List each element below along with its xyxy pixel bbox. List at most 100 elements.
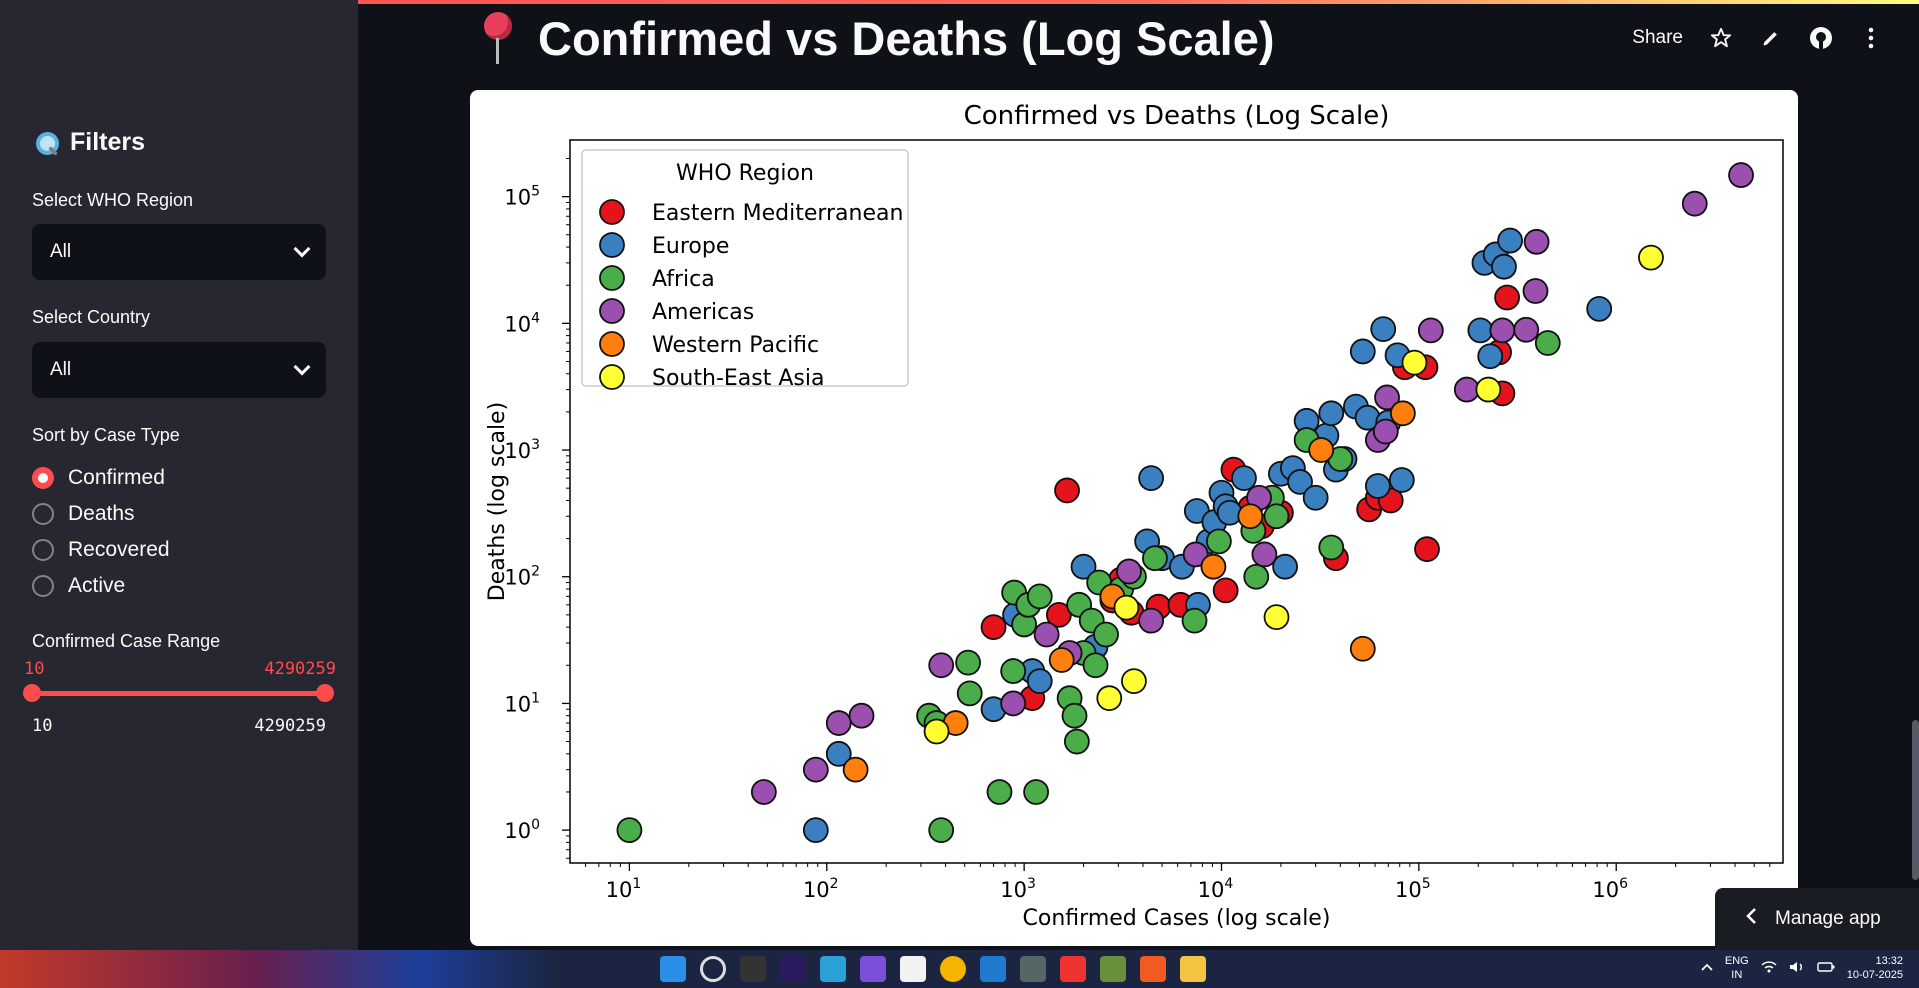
x-axis-label: Confirmed Cases (log scale) — [1023, 906, 1331, 931]
data-point — [1138, 465, 1165, 492]
copilot-icon[interactable] — [860, 956, 886, 982]
data-point — [750, 779, 777, 805]
page-title: Confirmed vs Deaths (Log Scale) — [538, 11, 1275, 65]
y-tick-label: 105 — [504, 184, 540, 210]
country-label: Select Country — [32, 307, 151, 327]
share-button[interactable]: Share — [1632, 27, 1683, 48]
data-point — [1523, 228, 1550, 255]
data-point — [1308, 437, 1335, 463]
y-tick-label: 101 — [504, 690, 540, 716]
data-point — [1467, 317, 1494, 344]
top-accent-bar — [0, 0, 1919, 4]
data-point — [802, 756, 829, 783]
range-label: Confirmed Case Range — [32, 631, 221, 651]
radio-active[interactable]: Active — [32, 574, 125, 598]
minecraft-icon[interactable] — [1100, 956, 1126, 982]
x-tick-label: 103 — [1000, 876, 1036, 902]
data-point — [1302, 484, 1329, 511]
data-point — [1033, 621, 1060, 648]
data-point — [848, 702, 875, 729]
data-point — [1374, 384, 1400, 411]
region-select-value: All — [50, 241, 72, 262]
header-actions: Share — [1632, 26, 1883, 50]
scrollbar[interactable] — [1912, 720, 1919, 880]
chevron-up-icon[interactable] — [1701, 962, 1713, 974]
data-point — [1513, 316, 1540, 343]
legend-entry: Africa — [652, 267, 715, 292]
clock[interactable]: 13:32 10-07-2025 — [1847, 954, 1903, 982]
data-point — [1494, 284, 1521, 311]
range-slider-track[interactable] — [32, 691, 326, 696]
data-point — [1243, 563, 1270, 590]
range-min: 10 — [32, 716, 53, 736]
github-icon[interactable] — [1809, 26, 1833, 50]
start-icon[interactable] — [660, 956, 686, 982]
range-selected-values: 10 4290259 — [24, 659, 336, 679]
monitor-icon[interactable] — [820, 956, 846, 982]
app-icon[interactable] — [1020, 956, 1046, 982]
vscode-icon[interactable] — [980, 956, 1006, 982]
y-tick-label: 104 — [504, 310, 540, 336]
data-point — [1491, 253, 1517, 280]
premiere-icon[interactable] — [780, 956, 806, 982]
battery-icon[interactable] — [1817, 961, 1835, 976]
document-icon[interactable] — [900, 956, 926, 982]
radio-confirmed[interactable]: Confirmed — [32, 466, 165, 490]
pencil-icon[interactable] — [1759, 26, 1783, 50]
legend-marker — [599, 199, 625, 225]
radio-deaths[interactable]: Deaths — [32, 502, 135, 526]
data-point — [1681, 190, 1708, 217]
range-low-value: 10 — [24, 659, 45, 679]
data-point — [1093, 621, 1119, 648]
chart-title: Confirmed vs Deaths (Log Scale) — [964, 101, 1390, 131]
lang-bottom: IN — [1731, 969, 1743, 981]
manage-app-button[interactable]: Manage app — [1715, 888, 1919, 950]
data-point — [1048, 647, 1075, 673]
data-point — [802, 817, 829, 844]
terminal-icon[interactable] — [740, 956, 766, 982]
legend-title: WHO Region — [676, 161, 814, 186]
language-indicator[interactable]: ENG IN — [1725, 954, 1749, 982]
range-slider-min-handle[interactable] — [23, 684, 41, 702]
data-point — [1054, 477, 1080, 504]
legend-marker — [599, 364, 625, 390]
data-point — [1237, 503, 1264, 530]
region-select[interactable]: All — [32, 224, 326, 280]
data-point — [1116, 558, 1142, 585]
manage-app-label: Manage app — [1775, 908, 1881, 929]
star-icon[interactable] — [1709, 26, 1733, 50]
data-point — [928, 652, 955, 679]
volume-icon[interactable] — [1789, 961, 1805, 976]
brave-icon[interactable] — [1140, 956, 1166, 982]
radio-recovered[interactable]: Recovered — [32, 538, 170, 562]
search-icon[interactable] — [700, 956, 726, 982]
clock-date: 10-07-2025 — [1846, 969, 1903, 981]
range-slider-max-handle[interactable] — [316, 684, 334, 702]
folder-icon[interactable] — [1180, 956, 1206, 982]
data-point — [1026, 583, 1053, 610]
data-point — [1349, 338, 1376, 365]
data-point — [1263, 604, 1290, 631]
wifi-icon[interactable] — [1761, 960, 1777, 976]
chart-card: Confirmed vs Deaths (Log Scale) 101 102 103… — [470, 90, 1798, 946]
data-point — [1522, 278, 1549, 304]
data-point — [1045, 601, 1072, 628]
chrome-icon[interactable] — [940, 956, 966, 982]
legend-marker — [599, 265, 625, 291]
data-point — [980, 614, 1007, 641]
data-point — [1534, 330, 1561, 356]
y-tick-label: 100 — [504, 817, 540, 843]
scatter-chart: Confirmed vs Deaths (Log Scale) 101 102 103… — [485, 101, 1784, 931]
data-point — [1372, 418, 1399, 445]
data-point — [1272, 553, 1298, 580]
data-point — [1000, 690, 1027, 717]
country-select[interactable]: All — [32, 342, 326, 398]
more-vertical-icon[interactable] — [1859, 26, 1883, 50]
data-point — [1728, 162, 1754, 188]
app-icon[interactable] — [1060, 956, 1086, 982]
x-tick-label: 106 — [1592, 876, 1628, 902]
magnifier-icon — [34, 130, 60, 156]
data-point — [1070, 553, 1097, 580]
chevron-down-icon — [293, 240, 311, 258]
filters-heading: Filters — [34, 128, 145, 157]
